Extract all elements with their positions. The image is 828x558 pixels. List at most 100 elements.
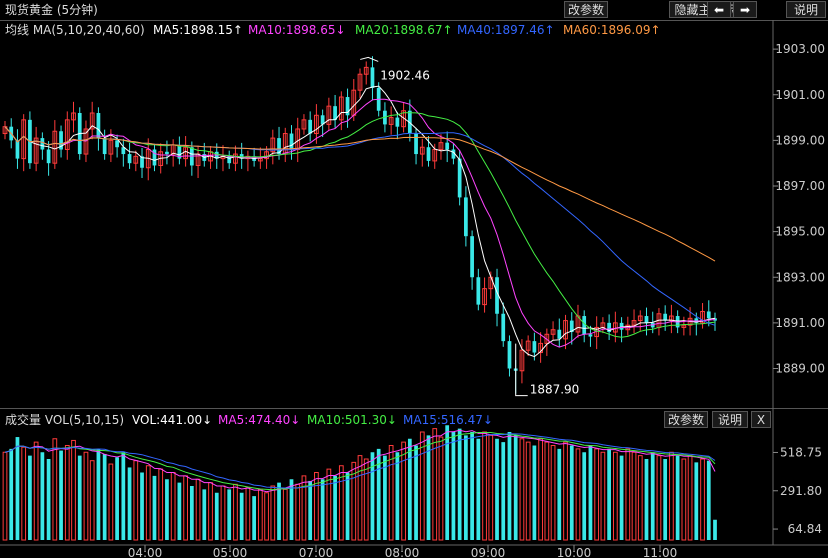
volume-bar	[245, 487, 251, 541]
candle-body	[257, 158, 263, 162]
volume-bar	[457, 428, 462, 540]
volume-bar	[295, 483, 301, 541]
volume-bar	[612, 451, 618, 541]
volume-bar	[713, 519, 717, 540]
time-tick-label: 08:00	[385, 546, 420, 558]
help-button[interactable]: 说明	[786, 1, 826, 18]
volume-bar	[519, 438, 525, 541]
volume-bar	[40, 452, 45, 540]
price-tick-label: 1901.00	[775, 88, 825, 102]
candle-body	[177, 144, 182, 159]
candle-body	[2, 126, 8, 135]
time-tick-label: 09:00	[471, 546, 506, 558]
candle-body	[681, 324, 687, 328]
volume-bar	[600, 451, 606, 541]
volume-indicator-label: 成交量 VOL(5,10,15)	[5, 413, 125, 427]
params-button[interactable]: 改参数	[564, 1, 608, 18]
volume-bar	[464, 435, 468, 540]
volume-bar	[64, 445, 70, 541]
volume-bar	[239, 492, 244, 540]
candle-body	[46, 149, 51, 164]
volume-bar	[401, 441, 406, 541]
volume-bar	[333, 475, 337, 540]
volume-bar	[432, 428, 438, 541]
volume-bar	[669, 451, 674, 541]
volume-bar	[320, 479, 325, 540]
volume-bar	[550, 445, 556, 541]
candle-body	[52, 130, 58, 164]
volume-bar	[501, 442, 506, 540]
volume-bar	[525, 441, 531, 541]
candle-body	[264, 151, 269, 160]
volume-bar	[202, 489, 207, 540]
arrow-right-icon[interactable]: ➡	[733, 1, 757, 18]
volume-bar	[495, 438, 499, 540]
candle-body	[419, 146, 425, 155]
vol-close-button[interactable]: X	[751, 411, 771, 428]
volume-bar	[532, 445, 537, 540]
price-ma40-line	[4, 126, 716, 326]
volume-bar	[338, 465, 344, 541]
vol-params-button[interactable]: 改参数	[664, 411, 708, 428]
candle-body	[270, 137, 276, 153]
volume-bar	[644, 459, 649, 540]
volume-bar	[214, 492, 219, 540]
volume-bar	[145, 465, 151, 541]
candle-body	[694, 318, 699, 323]
ma40-value: MA40:1897.46↑	[457, 23, 555, 37]
candle-body	[363, 66, 369, 75]
volume-bar	[140, 472, 144, 540]
candle-body	[426, 147, 431, 161]
candle-body	[33, 137, 39, 164]
volume-bar	[451, 432, 456, 540]
candle-body	[320, 115, 325, 125]
time-tick-label: 04:00	[128, 546, 163, 558]
volume-bar	[270, 485, 276, 541]
arrow-left-icon[interactable]: ⬅	[707, 1, 731, 18]
volume-bar	[115, 457, 119, 540]
candle-body	[532, 341, 537, 353]
volume-bar	[706, 460, 711, 540]
volume-bar	[96, 448, 101, 540]
ma5-value: MA5:1898.15↑	[153, 23, 243, 37]
volume-bar	[208, 482, 213, 541]
candle-body	[588, 334, 593, 337]
volume-bar	[277, 482, 281, 540]
volume-bar	[445, 425, 450, 540]
price-tick-label: 1897.00	[775, 179, 825, 193]
price-indicator-label: 均线 MA(5,10,20,40,60)	[5, 23, 145, 37]
volume-legend: 成交量 VOL(5,10,15) VOL:441.00↓ MA5:474.40↓…	[0, 410, 828, 430]
candle-body	[538, 342, 543, 354]
price-tick-label: 1895.00	[775, 225, 825, 239]
candle-body	[357, 73, 363, 91]
volume-bar	[419, 431, 425, 541]
candle-body	[401, 110, 406, 128]
volume-bar	[376, 448, 381, 540]
volume-bar	[582, 452, 587, 540]
volume-bar	[619, 455, 624, 540]
candle-body	[713, 318, 717, 321]
candle-body	[96, 113, 101, 139]
volume-bar	[52, 438, 58, 541]
ma20-value: MA20:1898.67↑	[355, 23, 453, 37]
volume-bar	[383, 455, 387, 540]
volume-bar	[631, 451, 637, 541]
candle-body	[40, 138, 45, 150]
volume-bar	[127, 467, 132, 540]
volume-bar	[395, 452, 400, 540]
volume-bar	[195, 478, 201, 541]
candle-body	[663, 313, 668, 321]
vol-help-button[interactable]: 说明	[712, 411, 748, 428]
vol-value: VOL:441.00↓	[132, 413, 213, 427]
volume-bar	[170, 472, 176, 541]
candle-body	[550, 329, 556, 335]
volume-bar	[2, 451, 8, 541]
candle-body	[345, 97, 350, 116]
candle-body	[308, 119, 313, 134]
candle-body	[563, 320, 568, 340]
candle-body	[127, 154, 132, 164]
volume-bar	[21, 446, 27, 541]
candle-body	[133, 155, 139, 164]
low-marker-line	[515, 343, 528, 397]
